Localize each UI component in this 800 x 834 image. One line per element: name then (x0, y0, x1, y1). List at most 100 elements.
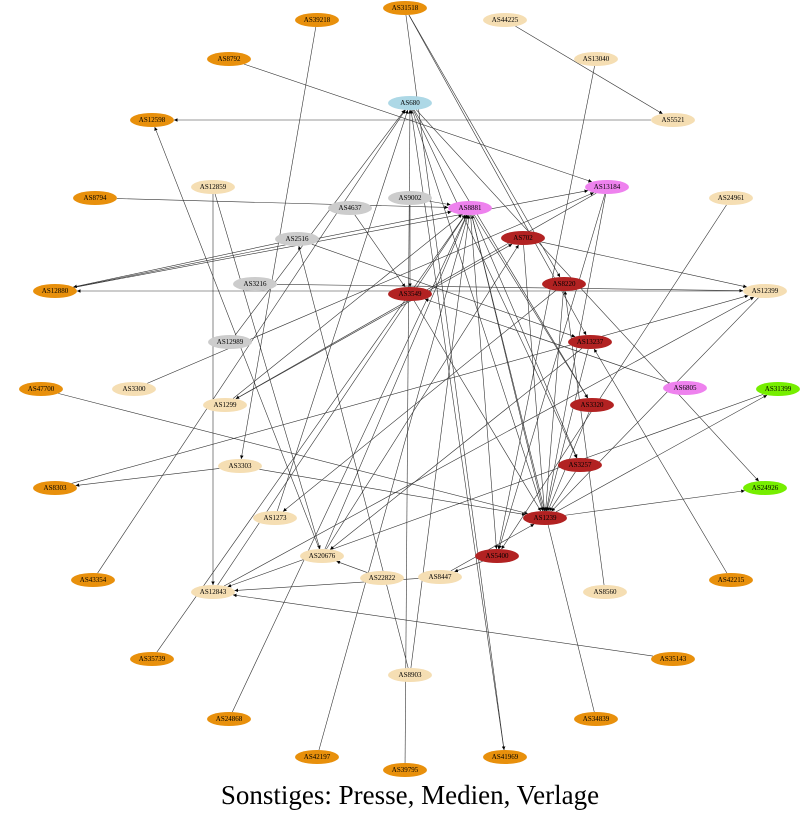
edge (336, 560, 368, 573)
edge (232, 214, 463, 399)
node (475, 549, 519, 563)
node-label: AS12880 (42, 287, 69, 295)
node (207, 712, 251, 726)
node-label: AS1299 (214, 401, 237, 409)
node (756, 382, 800, 396)
node (328, 201, 372, 215)
edge (311, 243, 576, 338)
edge (223, 296, 755, 587)
node-label: AS12399 (752, 287, 779, 295)
node-label: AS42215 (718, 576, 745, 584)
edge (470, 214, 498, 550)
node (585, 180, 629, 194)
node (233, 277, 277, 291)
edge (329, 348, 583, 550)
edge (73, 189, 589, 288)
edge (565, 489, 745, 516)
edge (555, 394, 768, 513)
node (218, 459, 262, 473)
node (388, 287, 432, 301)
node (191, 585, 235, 599)
node (203, 398, 247, 412)
edge (523, 244, 546, 512)
node (360, 571, 404, 585)
node-label: AS4637 (339, 204, 362, 212)
edge (116, 198, 449, 210)
node (388, 668, 432, 682)
node-label: AS6805 (674, 384, 697, 392)
edge (276, 109, 409, 512)
node-label: AS680 (400, 99, 420, 107)
edge (415, 109, 760, 482)
edge (235, 243, 513, 400)
node (523, 511, 567, 525)
node-label: AS8794 (84, 194, 107, 202)
edge (326, 244, 519, 550)
node (19, 382, 63, 396)
node-label: AS12598 (139, 116, 166, 124)
edge (541, 241, 747, 289)
edge (411, 109, 544, 512)
node-label: AS702 (513, 234, 533, 242)
node-label: AS8881 (459, 204, 482, 212)
node (130, 113, 174, 127)
node-label: AS1273 (264, 514, 287, 522)
edge (551, 297, 759, 512)
node-label: AS8303 (44, 484, 67, 492)
node-label: AS5521 (662, 116, 685, 124)
node (130, 652, 174, 666)
node-label: AS1239 (534, 514, 557, 522)
node (207, 52, 251, 66)
node-label: AS35739 (139, 655, 166, 663)
node (383, 1, 427, 15)
edge (73, 242, 279, 289)
node-label: AS47700 (28, 385, 55, 393)
edge (354, 214, 406, 288)
edge (75, 468, 220, 487)
node (583, 585, 627, 599)
node (709, 573, 753, 587)
node (568, 335, 612, 349)
node (295, 13, 339, 27)
node-label: AS34839 (583, 715, 610, 723)
node-label: AS44225 (492, 16, 519, 24)
edge (71, 294, 749, 484)
node (651, 113, 695, 127)
node (33, 481, 77, 495)
node-label: AS12989 (217, 338, 244, 346)
node (388, 96, 432, 110)
node (383, 763, 427, 777)
node-label: AS2516 (286, 235, 309, 243)
node-label: AS12859 (200, 183, 227, 191)
edge (404, 109, 412, 764)
node (743, 284, 787, 298)
node (483, 750, 527, 764)
node-label: AS8447 (429, 573, 452, 581)
edge (413, 300, 542, 512)
edge (410, 214, 471, 669)
node (33, 284, 77, 298)
edge (318, 214, 469, 751)
edge (450, 523, 535, 572)
edge (276, 284, 744, 293)
node-label: AS31518 (392, 4, 419, 12)
node-label: AS24926 (752, 484, 779, 492)
node (208, 335, 252, 349)
node (388, 191, 432, 205)
node-label: AS22822 (369, 574, 396, 582)
node-label: AS13237 (577, 338, 604, 346)
node-label: AS24961 (718, 194, 745, 202)
edge (243, 63, 593, 183)
caption: Sonstiges: Presse, Medien, Verlage (221, 780, 599, 810)
edge (470, 214, 595, 713)
edge (324, 214, 468, 550)
node-label: AS9002 (399, 194, 422, 202)
node (501, 231, 545, 245)
node-label: AS3300 (123, 385, 146, 393)
node (73, 191, 117, 205)
node-label: AS3216 (244, 280, 267, 288)
node (709, 191, 753, 205)
node (574, 712, 618, 726)
node-label: AS3549 (399, 290, 422, 298)
